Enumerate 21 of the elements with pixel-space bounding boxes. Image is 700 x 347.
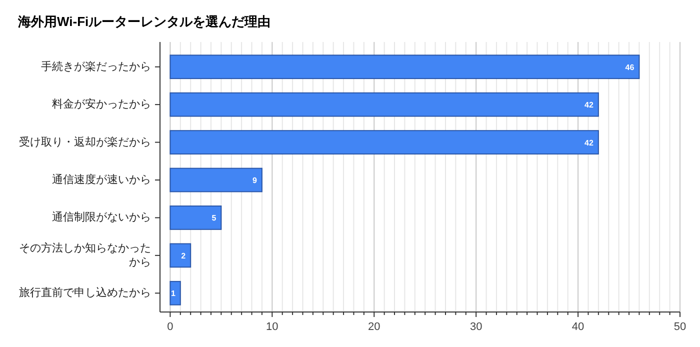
x-tick-label: 40: [572, 321, 584, 333]
y-tick-label: 通信制限がないから: [52, 210, 151, 224]
data-label: 42: [584, 138, 594, 148]
y-tick-label: 旅行直前で申し込めたから: [19, 286, 151, 300]
data-label: 42: [584, 100, 594, 110]
data-label: 1: [170, 289, 176, 298]
x-tick-label: 0: [167, 321, 174, 333]
x-tick-label: 10: [266, 321, 278, 333]
x-tick-label: 50: [674, 321, 686, 333]
data-label: 2: [181, 251, 186, 260]
x-tick-label: 20: [368, 321, 380, 333]
title: 海外用Wi-Fiルーターレンタルを選んだ理由: [18, 14, 271, 29]
y-tick-label: 受け取り・返却が楽だから: [19, 135, 151, 148]
data-label: 9: [252, 176, 258, 185]
y-tick-label: その方法しか知らなかったから: [19, 241, 151, 268]
y-tick-label: 料金が安かったから: [52, 97, 151, 110]
y-tick-label: 手続きが楽だったから: [41, 60, 151, 73]
y-tick-label: 通信速度が速いから: [52, 172, 151, 186]
x-tick-label: 30: [470, 321, 482, 333]
data-label: 46: [625, 62, 635, 72]
data-label: 5: [212, 214, 217, 223]
